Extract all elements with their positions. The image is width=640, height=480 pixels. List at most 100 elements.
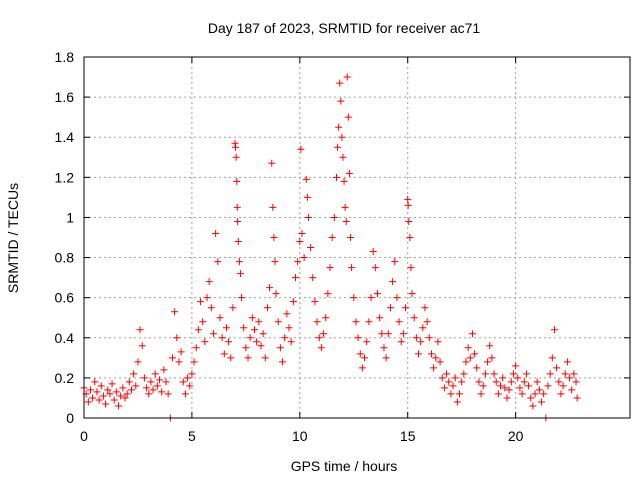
data-point (246, 334, 254, 342)
data-point (337, 97, 345, 105)
data-point (259, 330, 267, 338)
data-point (233, 203, 241, 211)
data-point (389, 278, 397, 286)
data-point (415, 350, 423, 358)
data-point (544, 382, 552, 390)
data-point (253, 338, 261, 346)
data-point (188, 370, 196, 378)
data-point (218, 334, 226, 342)
y-tick-label: 1.2 (55, 169, 75, 185)
data-point (397, 338, 405, 346)
data-point (91, 378, 99, 386)
data-point (367, 294, 375, 302)
data-point (227, 354, 235, 362)
data-point (380, 344, 388, 352)
data-point (229, 304, 237, 312)
data-point (386, 304, 394, 312)
data-point (186, 382, 194, 390)
data-point (393, 294, 401, 302)
data-point (153, 382, 161, 390)
data-point (395, 318, 403, 326)
data-point (566, 374, 574, 382)
data-point (203, 294, 211, 302)
data-point (149, 386, 157, 394)
data-point (505, 386, 513, 394)
data-point (156, 376, 164, 384)
data-point (112, 388, 120, 396)
data-point (179, 378, 187, 386)
data-point (374, 290, 382, 298)
data-point (328, 234, 336, 241)
data-point (553, 364, 561, 372)
y-tick-label: 0 (66, 410, 74, 426)
data-point (220, 350, 228, 358)
data-point (168, 354, 176, 362)
data-point (484, 358, 492, 366)
data-point (106, 390, 114, 398)
data-point (132, 382, 140, 390)
data-point (315, 334, 323, 342)
x-tick-label: 20 (508, 428, 524, 444)
data-point (462, 358, 470, 366)
x-axis-label: GPS time / hours (291, 458, 398, 474)
data-point (464, 344, 472, 352)
data-point (171, 308, 179, 316)
data-point (261, 354, 269, 362)
data-point (471, 350, 479, 358)
data-point (320, 330, 328, 338)
data-point (272, 290, 280, 298)
data-point (173, 334, 181, 342)
data-point (303, 193, 311, 201)
data-point (110, 396, 118, 404)
data-point (449, 382, 457, 390)
data-point (102, 400, 110, 408)
data-point (271, 258, 279, 266)
y-tick-label: 0.4 (55, 330, 75, 346)
data-point (561, 370, 569, 378)
data-point (291, 274, 299, 282)
data-point (548, 354, 556, 362)
data-point (527, 394, 535, 402)
data-point (270, 234, 278, 241)
data-point (531, 390, 539, 398)
data-point (197, 298, 205, 306)
data-point (343, 73, 351, 81)
data-point (570, 370, 578, 378)
data-point (294, 258, 302, 266)
data-point (190, 358, 198, 366)
data-point (289, 298, 297, 306)
data-point (540, 390, 548, 398)
data-point (494, 390, 502, 398)
data-point (279, 358, 287, 366)
data-point (468, 330, 476, 338)
data-point (108, 380, 116, 388)
data-point (338, 133, 346, 141)
data-point (177, 348, 185, 356)
data-point (361, 354, 369, 362)
data-point (334, 143, 342, 151)
data-point (573, 394, 581, 402)
data-point (184, 374, 192, 382)
data-point (93, 388, 101, 396)
data-point (95, 396, 103, 404)
data-point (347, 234, 355, 241)
data-point (225, 338, 233, 346)
data-point (283, 310, 291, 318)
data-point (322, 314, 330, 322)
data-point (266, 284, 274, 292)
data-point (529, 402, 537, 410)
data-point (147, 378, 155, 386)
data-point (117, 392, 125, 400)
data-point (274, 318, 282, 326)
data-point (207, 304, 215, 312)
data-point (192, 344, 200, 352)
data-point (520, 378, 528, 386)
data-point (276, 344, 284, 352)
data-point (242, 344, 250, 352)
data-point (348, 264, 356, 272)
data-point (344, 113, 352, 121)
data-point (371, 264, 379, 272)
data-point (503, 394, 511, 402)
data-point (369, 248, 377, 256)
